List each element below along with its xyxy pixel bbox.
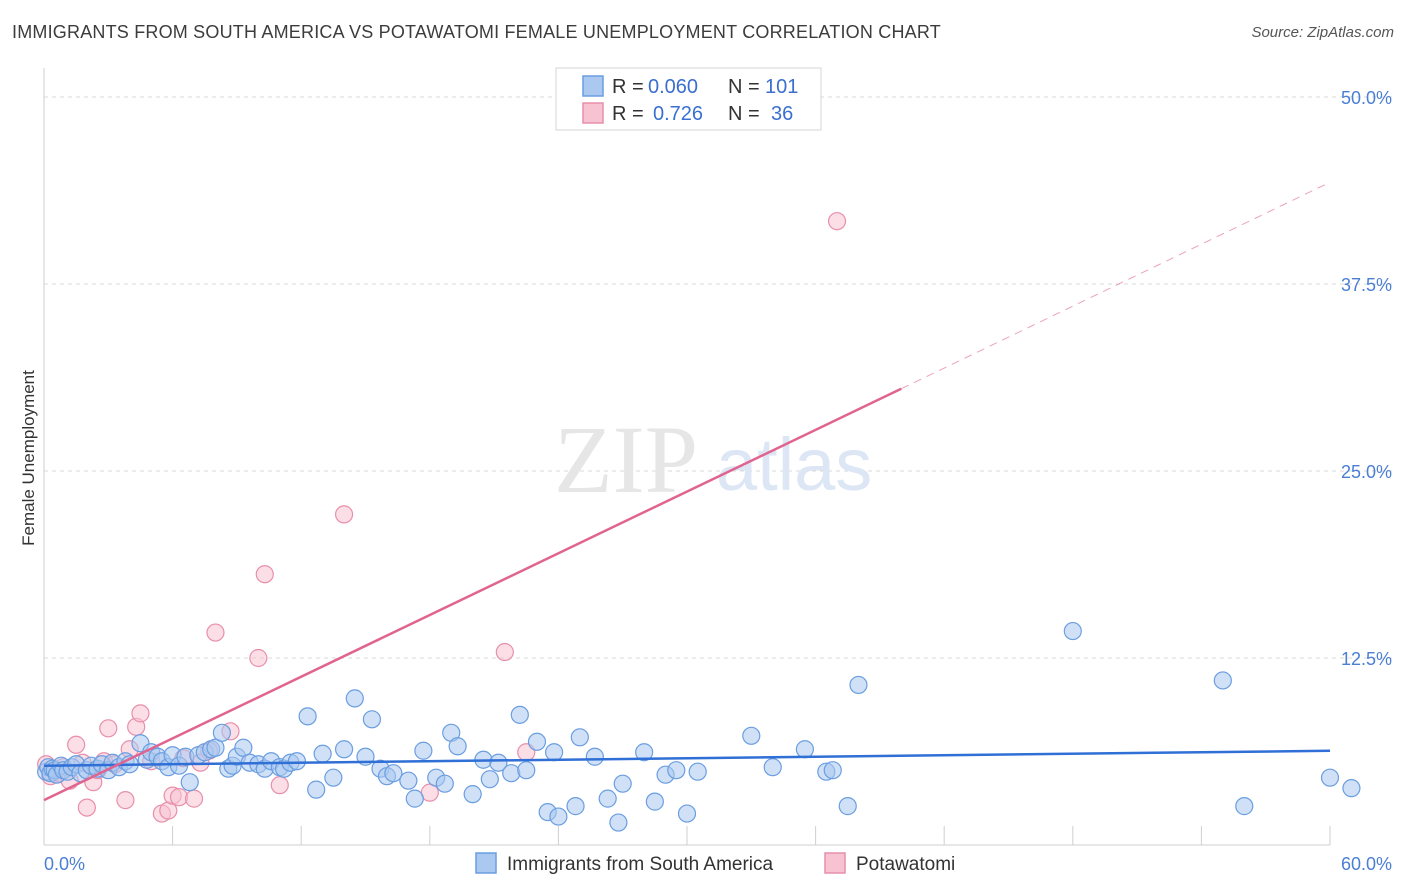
legend-r-label-2: R = bbox=[612, 103, 644, 125]
potawatomi-point bbox=[206, 623, 225, 642]
bottom-legend-label-1: Immigrants from South America bbox=[507, 854, 774, 875]
immigrants-point bbox=[795, 740, 814, 759]
watermark: ZIP atlas bbox=[554, 406, 872, 513]
immigrants-point bbox=[414, 741, 433, 760]
legend-r-value-1: 0.060 bbox=[648, 76, 698, 98]
immigrants-point bbox=[1213, 671, 1232, 690]
chart-title: IMMIGRANTS FROM SOUTH AMERICA VS POTAWAT… bbox=[12, 22, 941, 42]
immigrants-point bbox=[324, 768, 343, 787]
y-tick-label: 37.5% bbox=[1341, 275, 1392, 295]
immigrants-point bbox=[212, 723, 231, 742]
potawatomi-point bbox=[169, 788, 189, 807]
immigrants-point bbox=[645, 792, 664, 811]
potawatomi-point bbox=[249, 648, 268, 668]
immigrants-point bbox=[399, 771, 418, 790]
series-legend: Immigrants from South America Potawatomi bbox=[475, 852, 955, 875]
potawatomi-point bbox=[99, 719, 118, 738]
x-tick-label: 60.0% bbox=[1341, 854, 1392, 874]
source-credit: Source: ZipAtlas.com bbox=[1251, 24, 1394, 41]
immigrants-point bbox=[502, 764, 521, 783]
immigrants-point bbox=[1320, 768, 1340, 787]
potawatomi-point bbox=[827, 212, 847, 231]
potawatomi-point bbox=[334, 505, 354, 524]
immigrants-point bbox=[763, 758, 782, 777]
immigrants-point bbox=[234, 738, 253, 757]
x-tick-label: 0.0% bbox=[44, 854, 85, 874]
immigrants-point bbox=[489, 753, 508, 772]
immigrants-point bbox=[517, 761, 536, 780]
legend-n-value-2: 36 bbox=[771, 103, 793, 125]
potawatomi-points bbox=[37, 212, 847, 823]
immigrants-point bbox=[598, 789, 617, 808]
immigrants-point bbox=[362, 710, 382, 729]
immigrants-point bbox=[570, 728, 589, 747]
immigrants-point bbox=[463, 785, 482, 804]
immigrants-point bbox=[613, 774, 632, 793]
immigrants-point bbox=[677, 804, 697, 823]
immigrants-point bbox=[313, 744, 332, 763]
legend-r-label-1: R = bbox=[612, 76, 644, 98]
immigrants-point bbox=[1063, 621, 1082, 641]
immigrants-point bbox=[448, 737, 467, 756]
legend-n-label-2: N = bbox=[728, 103, 760, 125]
immigrants-point bbox=[435, 774, 454, 793]
immigrants-point bbox=[609, 813, 628, 832]
immigrants-point bbox=[334, 740, 354, 759]
immigrants-point bbox=[405, 789, 424, 808]
immigrants-point bbox=[549, 807, 568, 826]
legend-r-value-2: 0.726 bbox=[653, 103, 703, 125]
immigrants-point bbox=[1342, 779, 1361, 798]
immigrants-point bbox=[635, 743, 654, 762]
potawatomi-point bbox=[270, 776, 289, 795]
potawatomi-point bbox=[116, 791, 135, 810]
y-axis-title: Female Unemployment bbox=[19, 370, 38, 546]
immigrants-point bbox=[823, 761, 842, 780]
y-tick-label: 25.0% bbox=[1341, 462, 1392, 482]
immigrants-point bbox=[480, 770, 499, 789]
immigrants-point bbox=[206, 738, 225, 757]
immigrants-point bbox=[667, 761, 686, 780]
watermark-zip: ZIP bbox=[554, 406, 698, 513]
legend-swatch-pink bbox=[582, 102, 604, 124]
immigrants-point bbox=[566, 797, 585, 816]
immigrants-point bbox=[384, 764, 403, 783]
potawatomi-point bbox=[77, 798, 96, 817]
potawatomi-trend-line bbox=[43, 387, 902, 802]
y-tick-label: 12.5% bbox=[1341, 649, 1392, 669]
axis-labels: 12.5% 25.0% 37.5% 50.0% 0.0% 60.0% bbox=[44, 88, 1392, 874]
legend-swatch-blue bbox=[582, 75, 604, 97]
potawatomi-point bbox=[67, 735, 86, 754]
correlation-legend: R = 0.060 N = 101 R = 0.726 N = 36 bbox=[555, 67, 822, 131]
bottom-legend-label-2: Potawatomi bbox=[856, 854, 955, 875]
trend-lines bbox=[43, 181, 1331, 802]
immigrants-point bbox=[1235, 797, 1254, 816]
watermark-atlas: atlas bbox=[716, 423, 872, 506]
immigrants-point bbox=[838, 797, 857, 816]
immigrants-trend-line bbox=[43, 749, 1331, 767]
immigrants-point bbox=[527, 732, 547, 751]
potawatomi-point bbox=[131, 704, 150, 723]
immigrants-point bbox=[180, 773, 199, 792]
bottom-legend-swatch-blue bbox=[475, 852, 497, 874]
immigrants-point bbox=[345, 689, 364, 708]
immigrants-point bbox=[287, 752, 307, 771]
immigrants-point bbox=[298, 707, 317, 726]
immigrants-point bbox=[849, 675, 868, 695]
immigrants-point bbox=[510, 705, 529, 724]
potawatomi-point bbox=[495, 642, 514, 662]
potawatomi-trend-extension bbox=[901, 181, 1331, 390]
immigrants-points bbox=[37, 621, 1361, 832]
immigrants-point bbox=[545, 743, 564, 762]
legend-n-value-1: 101 bbox=[765, 76, 798, 98]
immigrants-point bbox=[742, 726, 761, 745]
immigrants-point bbox=[688, 762, 707, 781]
immigrants-point bbox=[307, 780, 326, 799]
y-tick-label: 50.0% bbox=[1341, 88, 1392, 108]
bottom-legend-swatch-pink bbox=[824, 852, 846, 874]
immigrants-point bbox=[585, 747, 604, 766]
legend-n-label-1: N = bbox=[728, 76, 760, 98]
potawatomi-point bbox=[255, 565, 274, 584]
potawatomi-point bbox=[184, 789, 204, 808]
